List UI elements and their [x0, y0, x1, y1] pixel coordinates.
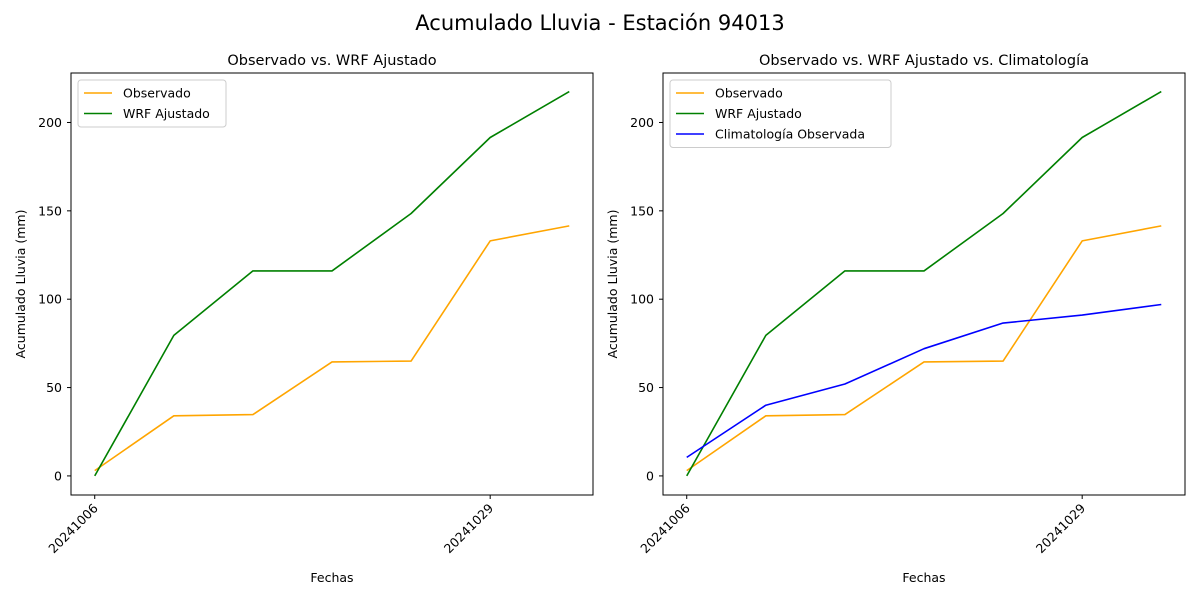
legend-label: WRF Ajustado — [715, 106, 802, 121]
figure-suptitle: Acumulado Lluvia - Estación 94013 — [415, 11, 784, 35]
legend: Observado WRF Ajustado — [77, 79, 227, 128]
y-tick-label: 150 — [38, 203, 62, 218]
y-tick-label: 100 — [630, 292, 654, 307]
x-axis-label: Fechas — [310, 570, 353, 585]
legend-box — [669, 79, 892, 148]
series-line-observado — [94, 225, 570, 472]
series-line-observado — [686, 225, 1162, 472]
y-tick-label: 200 — [38, 115, 62, 130]
y-tick-label: 150 — [630, 203, 654, 218]
y-axis-label: Acumulado Lluvia (mm) — [13, 210, 28, 359]
series-line-climatolog-a-observada — [686, 303, 1162, 459]
y-tick-label: 0 — [54, 468, 62, 483]
legend-label: Observado — [123, 86, 191, 101]
x-axis-label: Fechas — [902, 570, 945, 585]
y-tick-label: 0 — [646, 468, 654, 483]
chart-panel-1: Observado vs. WRF Ajustado 0 50 100 150 200 20… — [13, 53, 594, 585]
legend-label: WRF Ajustado — [123, 106, 210, 121]
chart-title: Observado vs. WRF Ajustado vs. Climatolo… — [759, 53, 1089, 69]
y-tick-label: 50 — [46, 380, 62, 395]
legend: Observado WRF Ajustado Climatología Observ… — [669, 79, 892, 148]
y-tick-label: 50 — [638, 380, 654, 395]
series-line-wrf-ajustado — [94, 90, 570, 477]
series-line-wrf-ajustado — [686, 90, 1162, 477]
x-tick-label: 20241029 — [1033, 500, 1089, 556]
legend-label: Climatología Observada — [715, 127, 865, 142]
chart-title: Observado vs. WRF Ajustado — [227, 53, 436, 69]
legend-label: Observado — [715, 86, 783, 101]
x-tick-label: 20241029 — [441, 500, 497, 556]
plot-frame — [662, 72, 1186, 496]
y-tick-label: 200 — [630, 115, 654, 130]
y-axis-label: Acumulado Lluvia (mm) — [605, 210, 620, 359]
x-tick-label: 20241006 — [637, 500, 693, 556]
plot-frame — [70, 72, 594, 496]
legend-box — [77, 79, 227, 128]
chart-panel-2: Observado vs. WRF Ajustado vs. Climatolo… — [605, 53, 1186, 585]
y-tick-label: 100 — [38, 292, 62, 307]
x-tick-label: 20241006 — [45, 500, 101, 556]
